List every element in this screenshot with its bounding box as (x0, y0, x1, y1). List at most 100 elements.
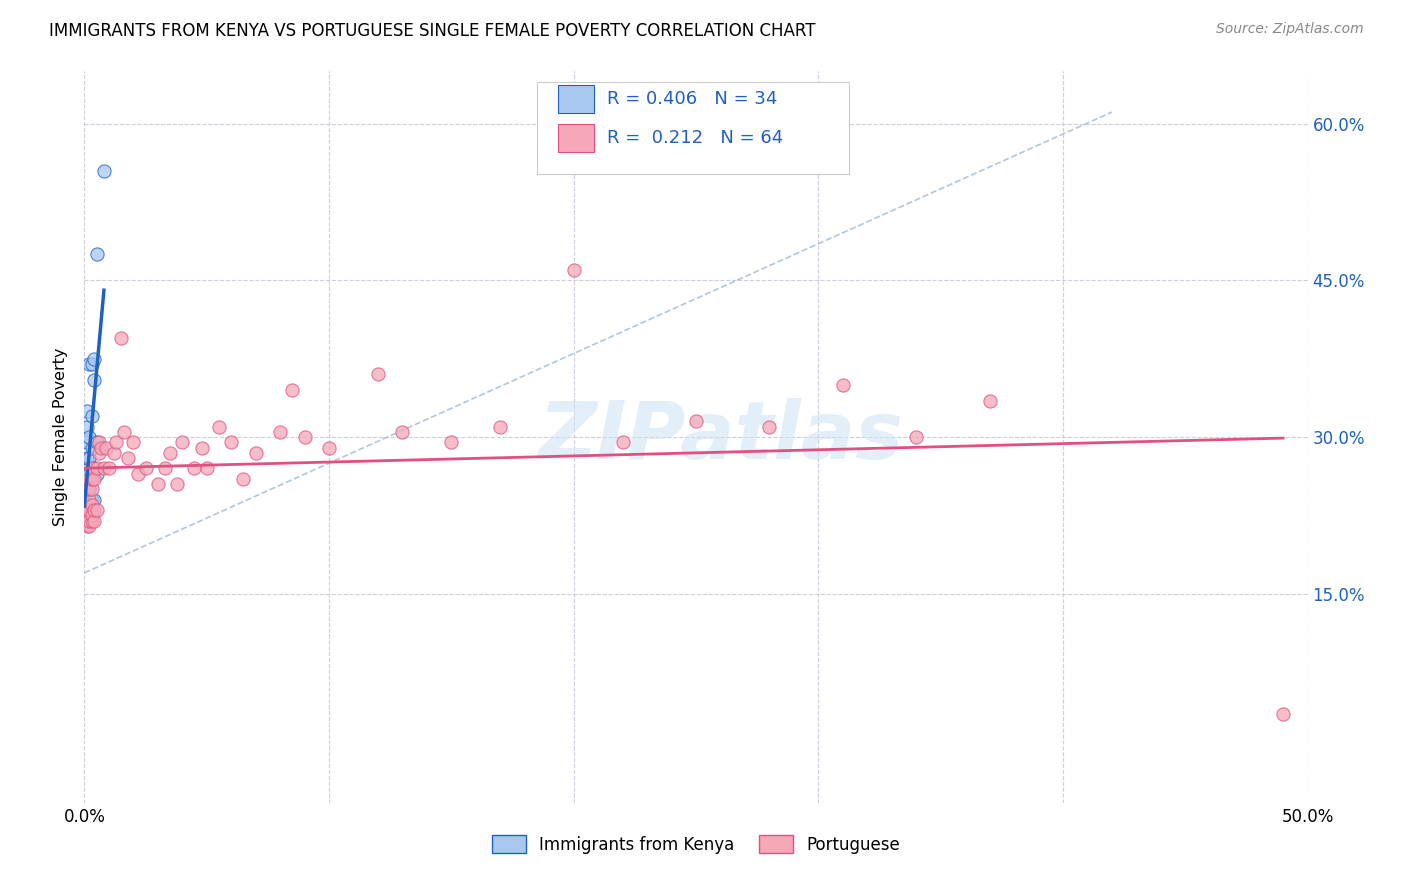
Point (83, 503, 105, 517)
Point (103, 446, 125, 460)
Text: IMMIGRANTS FROM KENYA VS PORTUGUESE SINGLE FEMALE POVERTY CORRELATION CHART: IMMIGRANTS FROM KENYA VS PORTUGUESE SING… (49, 22, 815, 40)
Point (77, 430, 100, 444)
FancyBboxPatch shape (537, 82, 849, 174)
Point (86, 467, 108, 481)
Point (77, 483, 100, 497)
Point (80, 472, 103, 486)
Point (76, 477, 98, 491)
Point (440, 435, 463, 450)
Point (76, 508, 98, 523)
Point (80, 508, 103, 523)
Point (80, 514, 103, 528)
Point (76, 519, 98, 533)
Point (489, 419, 512, 434)
Point (1272, 706, 1295, 721)
Point (562, 263, 585, 277)
Point (367, 368, 389, 382)
Point (73, 483, 96, 497)
Point (112, 425, 135, 439)
Point (80, 357, 103, 371)
Point (93, 461, 115, 475)
Point (76, 498, 98, 512)
Point (73, 487, 96, 501)
Point (80, 441, 103, 455)
Point (80, 461, 103, 475)
Point (97, 461, 120, 475)
Point (685, 414, 707, 428)
Point (269, 425, 291, 439)
Text: ZIPatlas: ZIPatlas (538, 398, 903, 476)
Point (76, 472, 98, 486)
Point (77, 503, 100, 517)
Point (153, 461, 176, 475)
Point (294, 430, 316, 444)
Point (80, 498, 103, 512)
Point (281, 383, 304, 397)
Point (76, 492, 98, 507)
Point (195, 461, 218, 475)
Point (76, 467, 98, 481)
Point (83, 492, 105, 507)
Point (245, 446, 267, 460)
Point (831, 377, 853, 392)
Point (93, 163, 115, 178)
Point (135, 461, 157, 475)
Point (76, 419, 98, 434)
Point (166, 477, 188, 491)
Point (146, 477, 169, 491)
Point (219, 435, 242, 450)
Point (77, 472, 100, 486)
Point (86, 503, 108, 517)
Point (758, 419, 780, 434)
Point (73, 477, 96, 491)
Point (90, 441, 112, 455)
Point (86, 461, 108, 475)
Point (979, 393, 1001, 408)
Y-axis label: Single Female Poverty: Single Female Poverty (53, 348, 69, 526)
Point (76, 435, 98, 450)
Point (159, 446, 181, 460)
Point (80, 492, 103, 507)
Point (80, 409, 103, 424)
Point (76, 461, 98, 475)
Point (76, 450, 98, 465)
Point (122, 435, 145, 450)
Point (612, 435, 634, 450)
Point (183, 461, 205, 475)
Point (83, 514, 105, 528)
Text: R = 0.406   N = 34: R = 0.406 N = 34 (606, 90, 778, 108)
Point (77, 450, 100, 465)
Point (76, 404, 98, 418)
Point (86, 247, 108, 261)
Point (172, 435, 194, 450)
Point (76, 487, 98, 501)
Point (87, 435, 110, 450)
Point (110, 331, 132, 345)
FancyBboxPatch shape (558, 124, 595, 152)
Point (80, 467, 103, 481)
Point (77, 467, 100, 481)
Point (77, 357, 100, 371)
Point (76, 483, 98, 497)
Point (96, 441, 118, 455)
Point (77, 514, 100, 528)
Point (86, 435, 108, 450)
Legend: Immigrants from Kenya, Portuguese: Immigrants from Kenya, Portuguese (485, 829, 907, 860)
Point (208, 419, 231, 434)
Point (905, 430, 928, 444)
Point (80, 483, 103, 497)
Point (232, 472, 254, 486)
Point (127, 467, 149, 481)
Point (76, 514, 98, 528)
FancyBboxPatch shape (558, 85, 595, 113)
Point (83, 373, 105, 387)
Point (77, 503, 100, 517)
Point (105, 435, 128, 450)
Point (73, 514, 96, 528)
Point (83, 461, 105, 475)
Point (77, 519, 100, 533)
Point (191, 441, 214, 455)
Point (318, 441, 340, 455)
Point (87, 446, 110, 460)
Point (391, 425, 413, 439)
